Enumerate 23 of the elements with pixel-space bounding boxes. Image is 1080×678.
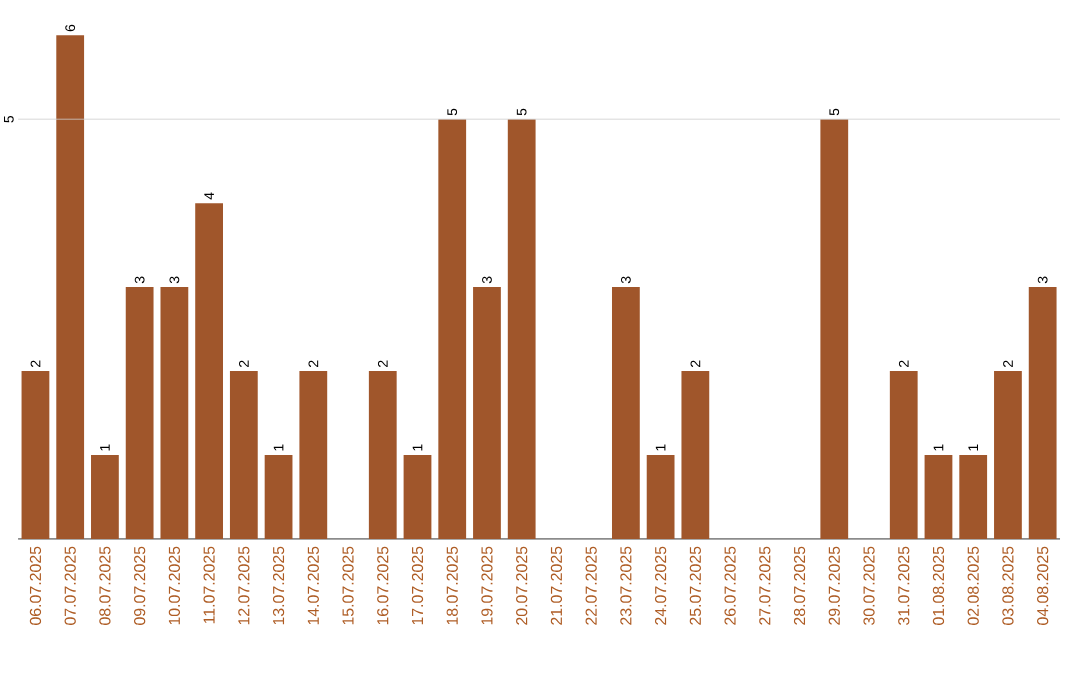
bar [160, 286, 189, 539]
bar [820, 118, 849, 539]
bar [646, 454, 675, 539]
bar [91, 454, 119, 539]
bar [264, 454, 293, 539]
bar [959, 454, 988, 539]
bar [681, 370, 710, 539]
bar [924, 454, 953, 539]
bar [299, 370, 328, 539]
bar [229, 370, 258, 539]
bar [368, 370, 397, 539]
bar [611, 286, 640, 539]
bar [438, 118, 467, 539]
bar [473, 286, 501, 539]
bar [21, 370, 50, 539]
bar [507, 118, 536, 539]
bar [403, 454, 432, 539]
bar [56, 34, 85, 539]
bar [994, 370, 1022, 539]
bar [1028, 286, 1057, 539]
bar [889, 370, 918, 539]
bar [125, 286, 154, 539]
bar [195, 202, 223, 539]
